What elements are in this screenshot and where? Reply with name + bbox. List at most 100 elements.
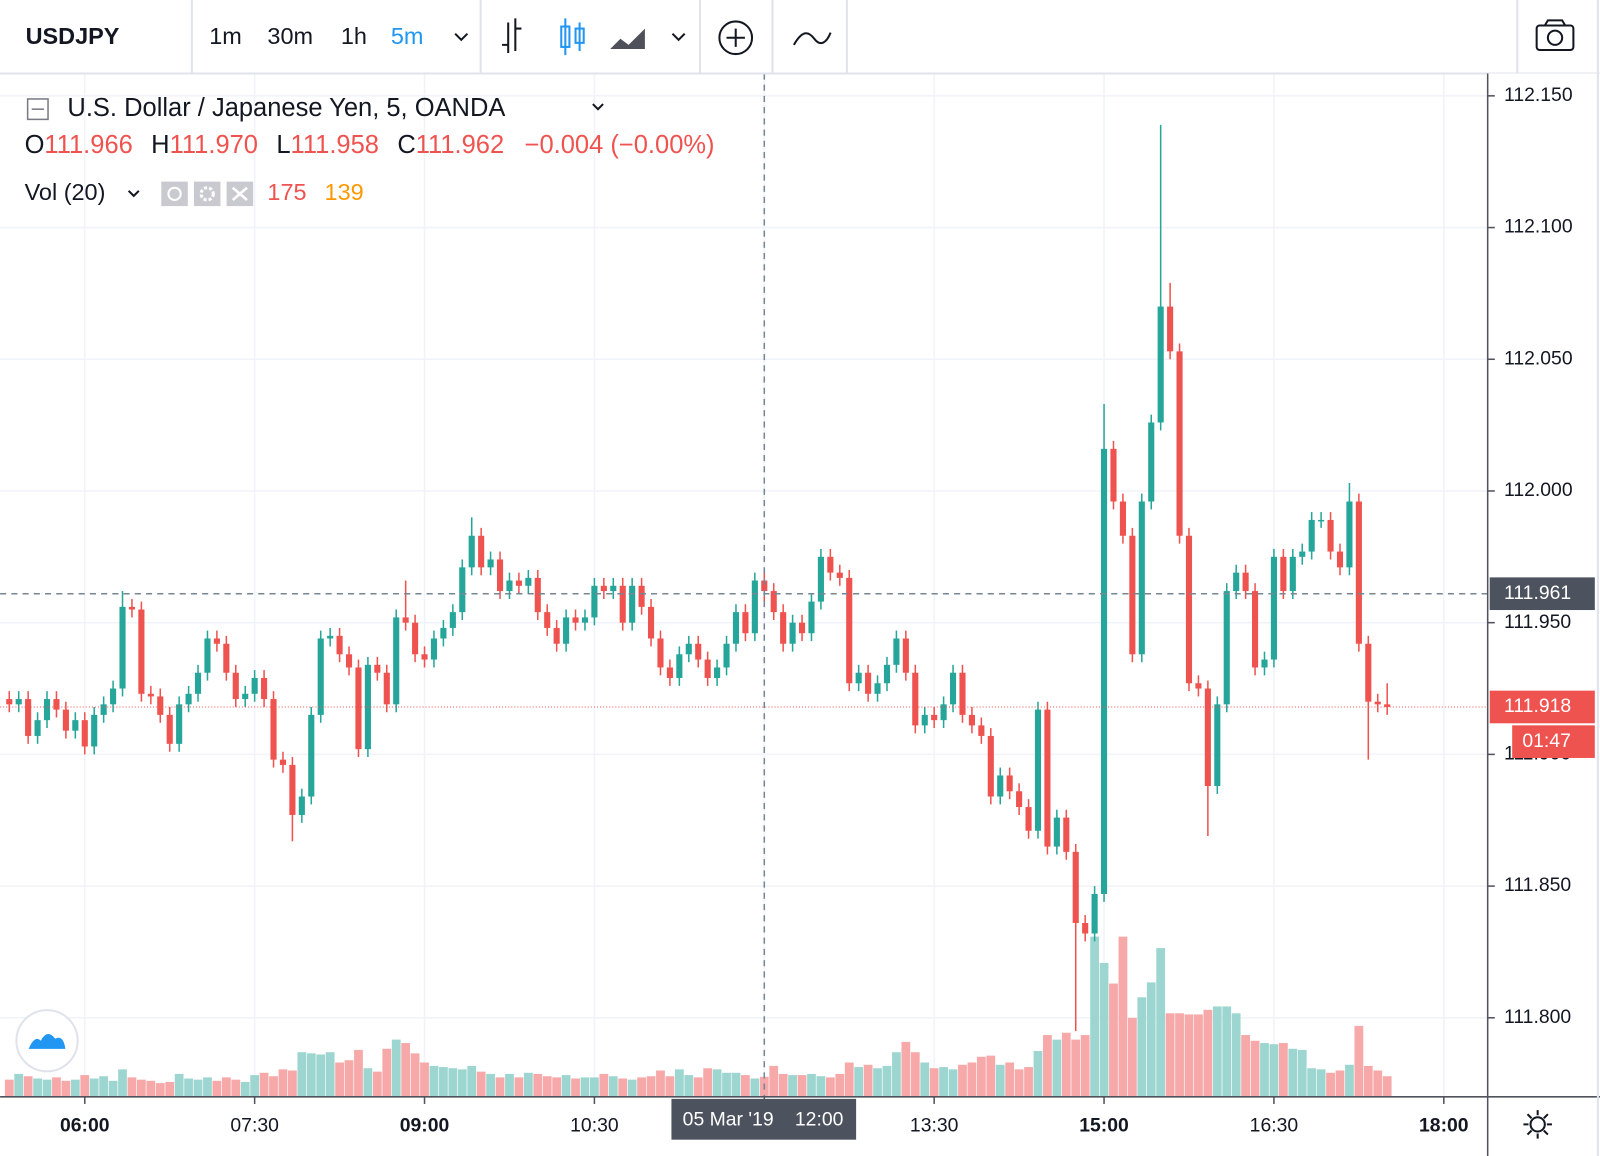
candle-body [72, 720, 79, 731]
interval[interactable]: 1m [209, 23, 242, 49]
bars-icon[interactable] [502, 18, 522, 54]
screenshot-icon[interactable] [1535, 19, 1575, 52]
interval[interactable]: 1h [341, 23, 367, 49]
volume-bar [420, 1062, 429, 1097]
volume-dropdown[interactable] [127, 190, 140, 198]
candle-body [468, 535, 475, 568]
volume-bar [1005, 1062, 1015, 1097]
volume-bar [297, 1052, 307, 1097]
volume-bar [1241, 1035, 1251, 1097]
volume-bar [703, 1068, 713, 1097]
candle-body [902, 638, 909, 673]
volume-bar [448, 1068, 458, 1097]
symbol[interactable]: USDJPY [26, 23, 120, 49]
candle-body [742, 612, 749, 634]
candle-body [1138, 501, 1145, 655]
volume-bar [995, 1064, 1005, 1097]
volume-bar [873, 1068, 882, 1097]
volume-bar [316, 1054, 326, 1097]
volume-bar [542, 1076, 552, 1097]
volume-bar [212, 1080, 222, 1097]
volume-bar [33, 1078, 42, 1097]
volume-bar [1014, 1069, 1024, 1097]
x-tick-label: 16:30 [1250, 1115, 1299, 1137]
volume-bar [750, 1078, 760, 1097]
candle-body [912, 672, 919, 726]
volume-bar [486, 1073, 495, 1097]
candle-body [808, 601, 815, 634]
candle-body [581, 617, 589, 623]
candle-body [1016, 791, 1023, 808]
volume-bar [1146, 982, 1156, 1097]
candle-body [1025, 807, 1032, 831]
volume-bar [929, 1068, 939, 1097]
interval[interactable]: 30m [267, 23, 313, 49]
candle-body [1346, 501, 1353, 568]
area-icon[interactable] [610, 28, 645, 49]
candle-body [110, 688, 117, 705]
volume-bar [221, 1077, 231, 1097]
volume-bar [1382, 1076, 1392, 1097]
y-tick-label: 112.150 [1504, 84, 1573, 106]
candle-body [1044, 709, 1051, 847]
volume-bar [948, 1069, 958, 1097]
volume-bar [372, 1071, 382, 1097]
candle-body [761, 580, 768, 592]
eye-button[interactable] [161, 181, 188, 207]
volume-bar [203, 1077, 212, 1097]
candle-body [185, 693, 192, 705]
candle-body [440, 627, 447, 639]
interval[interactable]: 5m [391, 23, 424, 49]
volume-label: Vol (20) [25, 179, 106, 205]
candle-body [789, 622, 796, 644]
candle-body [487, 559, 494, 568]
candle-body [383, 672, 390, 705]
candle-body [949, 672, 957, 705]
volume-bar [1250, 1040, 1260, 1097]
volume-bar [1288, 1048, 1298, 1097]
collapse-button[interactable] [26, 98, 49, 121]
x-tick-label: 07:30 [230, 1115, 279, 1137]
legend-dropdown[interactable] [592, 103, 604, 111]
volume-bar [363, 1068, 373, 1097]
volume-bar [1335, 1070, 1345, 1097]
candle-body [43, 699, 51, 721]
indicators-icon[interactable] [718, 20, 754, 56]
compare-icon[interactable] [792, 32, 832, 46]
volume-value: 175 [267, 179, 306, 205]
axis-settings-icon[interactable] [1523, 1110, 1552, 1139]
volume-bar [1222, 1006, 1232, 1097]
candle-body [157, 696, 164, 715]
settings-button[interactable] [193, 181, 221, 207]
volume-bar [457, 1069, 467, 1097]
volume-bar [52, 1077, 61, 1097]
candle-body [345, 654, 353, 668]
h-label: H [151, 131, 169, 159]
volume-bar [4, 1079, 14, 1097]
legend: U.S. Dollar / Japanese Yen, 5, OANDA O11… [25, 94, 715, 207]
y-tick-label: 112.050 [1504, 347, 1573, 369]
volume-bar [382, 1048, 392, 1097]
volume-bar [523, 1072, 533, 1097]
chart-type-dropdown[interactable] [671, 32, 686, 42]
candles-icon[interactable] [560, 18, 585, 56]
candle-body [336, 635, 343, 655]
volume-bar [656, 1070, 665, 1097]
volume-bar [967, 1062, 977, 1097]
candle-body [534, 577, 541, 613]
o-label: O [25, 131, 45, 159]
volume-ma-value: 139 [325, 179, 364, 205]
volume-bar [278, 1069, 288, 1097]
interval-dropdown[interactable] [454, 32, 469, 42]
volume-bar [137, 1079, 146, 1097]
candle-body [430, 638, 438, 660]
candle-body [128, 606, 136, 610]
volume-bar [731, 1072, 741, 1097]
x-tick-label: 06:00 [60, 1115, 110, 1137]
candle-body [232, 672, 239, 700]
candle-body [1034, 709, 1042, 831]
volume-bar [344, 1060, 354, 1097]
volume-bar [627, 1079, 637, 1097]
volume-bar [410, 1053, 420, 1097]
volume-bar [99, 1076, 109, 1097]
